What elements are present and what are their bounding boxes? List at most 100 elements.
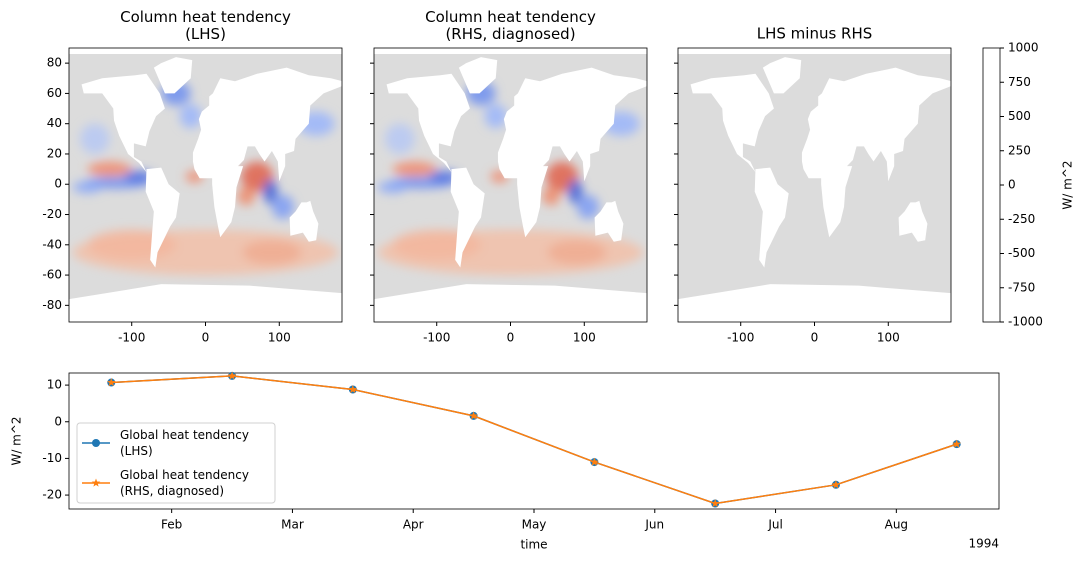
land [762, 57, 802, 94]
land [192, 67, 342, 238]
colorbar-tick-label: 0 [1008, 178, 1016, 192]
anomaly-blob [392, 161, 437, 177]
x-tick-label: May [522, 518, 547, 532]
colorbar-tick-label: -1000 [1008, 315, 1043, 329]
anomaly-blob [263, 179, 278, 204]
marker [831, 480, 841, 489]
land [386, 73, 470, 173]
colorbar-tick-label: -500 [1008, 246, 1035, 260]
x-tick-label: 100 [268, 331, 291, 345]
legend-frame [76, 422, 276, 504]
anomaly-blob [237, 187, 255, 206]
anomaly-blob [242, 240, 302, 265]
marker [469, 411, 478, 420]
anomaly-blob [484, 104, 507, 129]
anomaly-blob [80, 123, 110, 154]
land [374, 284, 647, 322]
y-tick-label: 10 [47, 378, 62, 392]
y-tick-label: -40 [42, 237, 62, 251]
y-tick-label: 60 [47, 86, 62, 100]
land [145, 167, 180, 268]
x-tick-label: Jun [644, 518, 664, 532]
anomaly-blob [542, 187, 560, 206]
map-title: LHS minus RHS [757, 25, 873, 43]
marker [107, 378, 116, 387]
land [678, 284, 951, 322]
colorbar-gradient [982, 47, 1001, 323]
anomaly-blob [377, 181, 408, 194]
map-body [374, 48, 647, 322]
map-body [69, 48, 342, 322]
colorbar-label: W/ m^2 [1061, 160, 1075, 209]
land [374, 48, 647, 55]
x-tick-label: 0 [507, 331, 515, 345]
marker [590, 457, 599, 466]
colorbar-tick-label: 1000 [1008, 41, 1039, 55]
x-tick-label: 0 [811, 331, 819, 345]
x-tick-label: Mar [281, 518, 304, 532]
y-tick-label: -20 [42, 488, 62, 502]
colorbar-tick-label: -250 [1008, 212, 1035, 226]
land [497, 67, 647, 238]
anomaly-blob [271, 194, 295, 220]
land [153, 57, 193, 94]
colorbar-tick-label: 500 [1008, 109, 1031, 123]
x-tick-label: Jul [767, 518, 782, 532]
land [81, 73, 165, 173]
land [690, 73, 774, 173]
anomaly-blob [568, 179, 583, 204]
x-tick-label: 100 [877, 331, 900, 345]
map-body [678, 48, 951, 322]
anomaly-blob [179, 104, 202, 129]
map-panel: Column heat tendency (LHS) -100 0 100 -80 -60 -… [42, 8, 343, 345]
map-panel: Column heat tendency (RHS, diagnosed) -100… [370, 8, 648, 345]
x-tick-label: Feb [161, 518, 182, 532]
y-axis-label: W/ m^2 [10, 416, 24, 465]
y-tick-label: 0 [54, 177, 62, 191]
y-tick-label: -80 [42, 298, 62, 312]
land [289, 200, 319, 242]
y-tick-label: 80 [47, 56, 62, 70]
y-tick-label: 0 [54, 414, 62, 428]
map-panel: LHS minus RHS -100 0 100 [674, 25, 952, 345]
x-tick-label: Apr [403, 518, 424, 532]
legend-marker [91, 478, 101, 487]
x-tick-label: Aug [885, 518, 908, 532]
x-tick-label: 0 [202, 331, 210, 345]
land [69, 48, 342, 55]
x-tick-label: -100 [118, 331, 145, 345]
land [678, 48, 951, 55]
map-title: Column heat tendency (RHS, diagnosed) [425, 8, 596, 43]
colorbar-tick-label: -750 [1008, 280, 1035, 294]
legend: Global heat tendency (LHS) Global heat ten… [76, 422, 276, 504]
legend-marker [92, 439, 100, 447]
x-axis-label: time [520, 538, 547, 552]
line-chart: -20 -10 0 10 Feb Mar Apr May Jun Jul Aug 1994 time W/… [10, 371, 1000, 552]
land [458, 57, 498, 94]
marker [348, 385, 358, 394]
marker [227, 371, 237, 380]
x-tick-label: -100 [727, 331, 754, 345]
colorbar: -1000 -750 -500 -250 0 250 500 750 1000 W/ m^2 [982, 41, 1075, 329]
colorbar-tick-label: 250 [1008, 143, 1031, 157]
series-line [111, 375, 957, 505]
land [898, 200, 928, 242]
land [450, 167, 485, 268]
y-tick-label: -60 [42, 268, 62, 282]
land [754, 167, 789, 268]
marker [710, 499, 720, 508]
x-tick-label: 100 [573, 331, 596, 345]
anomaly-blob [385, 123, 415, 154]
x-offset-label: 1994 [968, 537, 999, 551]
anomaly-blob [576, 194, 600, 220]
colorbar-tick-label: 750 [1008, 75, 1031, 89]
land [594, 200, 624, 242]
anomaly-blob [87, 161, 132, 177]
legend-label: Global heat tendency (RHS, diagnosed) [120, 468, 249, 498]
y-tick-label: 40 [47, 116, 62, 130]
legend-label: Global heat tendency (LHS) [120, 428, 249, 458]
x-tick-label: -100 [423, 331, 450, 345]
y-tick-label: -20 [42, 207, 62, 221]
map-title: Column heat tendency (LHS) [120, 8, 291, 43]
